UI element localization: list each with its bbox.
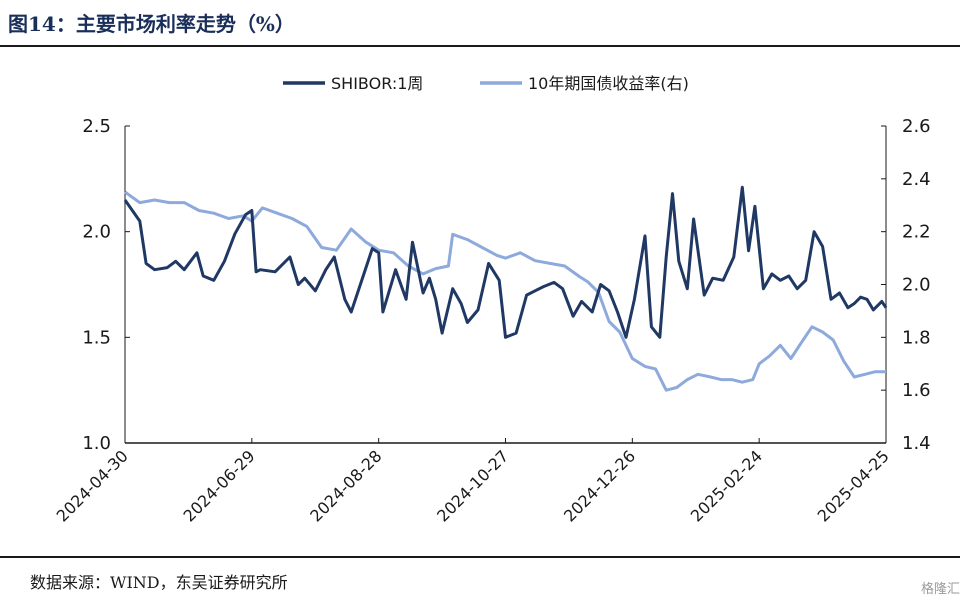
left-tick-label: 2.0 <box>82 222 111 243</box>
series-lines <box>123 185 888 392</box>
legend: SHIBOR:1周 10年期国债收益率(右) <box>283 74 689 93</box>
right-tick-label: 2.4 <box>902 169 931 190</box>
x-tick-label: 2025-04-25 <box>814 446 893 525</box>
left-tick-label: 2.5 <box>82 116 111 137</box>
right-tick-label: 1.8 <box>902 327 931 348</box>
bottom-rule <box>0 556 960 558</box>
right-tick-label: 2.2 <box>902 222 931 243</box>
axes: 1.0 1.5 2.0 2.5 1.4 1.6 1.8 2.0 2.2 2.4 2.6 2024-04… <box>53 116 931 526</box>
chart-title: 图14：主要市场利率走势（%） <box>8 12 295 36</box>
legend-label-10y-bond: 10年期国债收益率(右) <box>528 74 689 93</box>
right-tick-label: 1.4 <box>902 433 931 454</box>
right-tick-label: 2.6 <box>902 116 931 137</box>
left-tick-label: 1.5 <box>82 327 111 348</box>
series-line-shibor <box>123 185 888 339</box>
source-note: 数据来源：WIND，东吴证券研究所 <box>30 573 288 592</box>
legend-label-shibor: SHIBOR:1周 <box>331 74 423 93</box>
left-tick-label: 1.0 <box>82 433 111 454</box>
right-tick-label: 2.0 <box>902 275 931 296</box>
x-tick-label: 2024-08-28 <box>306 446 385 525</box>
right-tick-label: 1.6 <box>902 380 931 401</box>
top-rule <box>0 45 960 47</box>
x-tick-label: 2024-04-30 <box>53 446 132 525</box>
x-tick-label: 2025-02-24 <box>687 446 766 525</box>
series-line-10y-bond <box>124 190 886 392</box>
watermark: 格隆汇 <box>920 582 960 597</box>
x-tick-label: 2024-12-26 <box>560 446 639 525</box>
x-tick-label: 2024-06-29 <box>179 446 258 525</box>
x-tick-label: 2024-10-27 <box>433 446 512 525</box>
